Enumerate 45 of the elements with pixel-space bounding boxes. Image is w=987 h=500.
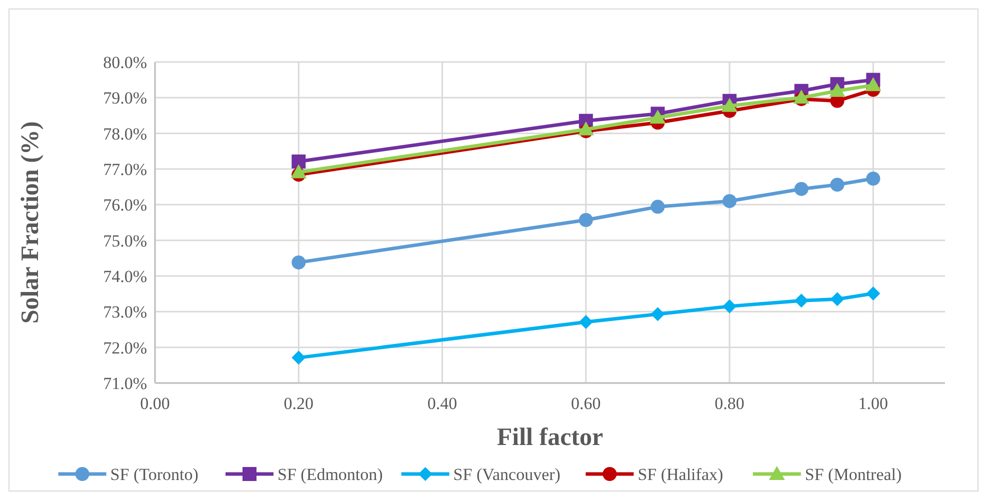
y-tick-label: 74.0% bbox=[103, 267, 147, 286]
x-axis-title: Fill factor bbox=[496, 424, 604, 451]
point bbox=[793, 90, 810, 104]
point bbox=[578, 315, 593, 330]
point bbox=[794, 294, 808, 308]
point bbox=[292, 154, 306, 169]
point bbox=[292, 350, 306, 365]
point bbox=[865, 77, 882, 92]
point bbox=[866, 172, 880, 186]
x-tick-label: 0.80 bbox=[714, 394, 744, 413]
point bbox=[830, 292, 844, 306]
y-tick-label: 80.0% bbox=[103, 53, 147, 72]
point bbox=[830, 178, 844, 192]
y-tick-label: 78.0% bbox=[103, 124, 147, 144]
point bbox=[650, 307, 665, 322]
point bbox=[650, 200, 665, 214]
legend-label: SF (Edmonton) bbox=[278, 465, 383, 484]
point bbox=[722, 194, 737, 208]
point bbox=[866, 286, 880, 300]
point bbox=[722, 98, 738, 112]
point bbox=[290, 164, 307, 178]
y-tick-label: 71.0% bbox=[103, 374, 147, 393]
legend-label: SF (Vancouver) bbox=[453, 465, 560, 484]
x-tick-label: 0.40 bbox=[427, 394, 458, 413]
legend-label: SF (Halifax) bbox=[638, 465, 724, 484]
y-axis-title: Solar Fraction (%) bbox=[17, 121, 44, 324]
y-tick-label: 79.0% bbox=[103, 88, 147, 108]
x-tick-label: 1.00 bbox=[858, 394, 888, 413]
point bbox=[829, 82, 846, 97]
point bbox=[794, 182, 808, 196]
y-tick-label: 72.0% bbox=[103, 338, 147, 358]
y-tick-label: 73.0% bbox=[103, 302, 147, 322]
point bbox=[292, 255, 306, 270]
point bbox=[722, 299, 737, 314]
y-tick-label: 77.0% bbox=[103, 160, 147, 179]
y-tick-label: 75.0% bbox=[103, 231, 147, 250]
legend-label: SF (Montreal) bbox=[804, 465, 902, 484]
point bbox=[578, 213, 593, 228]
x-tick-label: 0.00 bbox=[140, 394, 170, 413]
x-tick-label: 0.20 bbox=[284, 394, 314, 413]
legend-label: SF (Toronto) bbox=[110, 465, 198, 484]
x-tick-label: 0.60 bbox=[571, 394, 601, 413]
point bbox=[578, 121, 594, 136]
y-tick-label: 76.0% bbox=[103, 196, 147, 215]
point bbox=[650, 110, 666, 124]
